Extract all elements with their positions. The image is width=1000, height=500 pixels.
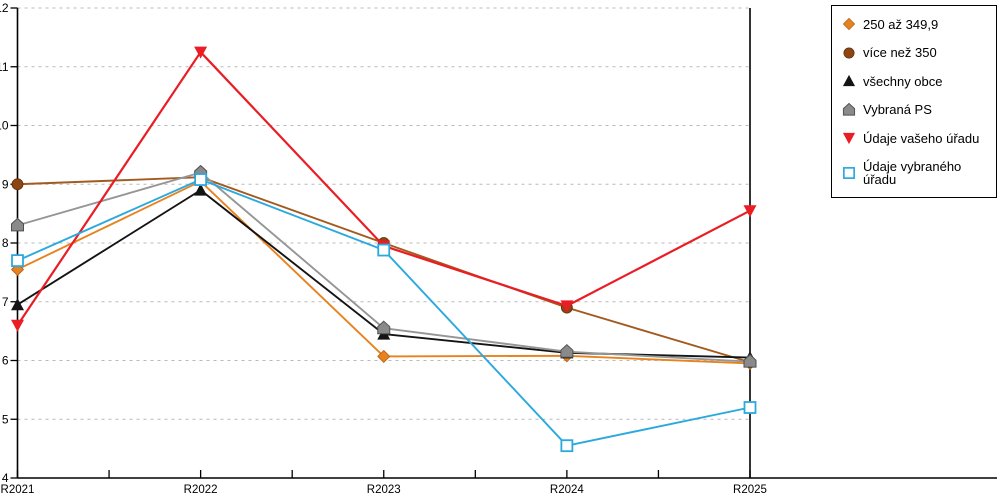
triangle-down-marker	[560, 300, 574, 313]
y-tick-label: 4	[2, 471, 9, 485]
x-tick-label: R2024	[550, 484, 584, 496]
square-open-marker	[11, 254, 24, 268]
legend-item-2: všechny obce	[842, 74, 994, 88]
triangle-up-legend-icon	[842, 75, 856, 87]
x-tick-label: R2023	[367, 484, 401, 496]
triangle-down-marker	[743, 205, 757, 218]
square-open-legend-icon	[843, 166, 855, 179]
y-tick-label: 8	[2, 236, 9, 250]
square-open-marker	[560, 439, 574, 453]
legend-label: Údaje vašeho úřadu	[863, 130, 980, 146]
triangle-down-marker	[11, 319, 24, 332]
legend-label: 250 až 349,9	[863, 16, 939, 32]
house-marker	[560, 344, 574, 358]
legend-item-0: 250 až 349,9	[842, 17, 994, 31]
legend-item-1: více než 350	[842, 46, 994, 60]
square-open-marker	[194, 173, 208, 186]
x-tick-label: R2025	[733, 484, 767, 496]
y-tick-label: 9	[2, 177, 9, 191]
circle-marker	[843, 47, 855, 59]
series-square-open	[11, 173, 757, 453]
legend-label: Vybraná PS	[863, 102, 932, 118]
legend-item-5: Údaje vybraného úřadu	[842, 160, 994, 186]
triangle-up-marker	[11, 298, 24, 311]
square-open-marker	[743, 401, 757, 414]
legend-item-3: Vybraná PS	[842, 102, 994, 118]
legend-label: více než 350	[863, 45, 937, 61]
house-marker	[842, 102, 856, 116]
legend-item-4: Údaje vašeho úřadu	[842, 131, 994, 145]
house-marker	[377, 320, 391, 335]
square-open-marker	[377, 243, 391, 257]
circle-marker	[11, 178, 24, 191]
series-diamond	[10, 174, 757, 371]
triangle-up-marker	[194, 183, 208, 196]
series-triangle-down	[11, 46, 757, 332]
circle-legend-icon	[843, 47, 855, 59]
y-tick-label: 6	[2, 354, 9, 368]
diamond-marker	[377, 349, 391, 363]
series-line	[17, 178, 751, 447]
y-tick-label: 12	[0, 1, 9, 15]
series-triangle-up	[11, 183, 757, 364]
y-tick-label: 11	[0, 60, 9, 74]
y-tick-label: 7	[2, 295, 9, 309]
triangle-down-marker	[842, 133, 856, 145]
triangle-up-marker	[842, 75, 856, 87]
house-marker	[11, 217, 24, 232]
x-tick-label: R2022	[184, 484, 218, 496]
diamond-marker	[842, 18, 856, 31]
y-tick-label: 5	[2, 412, 9, 426]
triangle-down-marker	[194, 46, 208, 59]
triangle-down-legend-icon	[842, 133, 856, 145]
chart-legend: 250 až 349,9 více než 350 všechny obce Vybr…	[831, 5, 997, 198]
diamond-legend-icon	[842, 18, 856, 31]
house-legend-icon	[842, 102, 856, 116]
series-line	[16, 50, 751, 326]
y-tick-label: 10	[0, 119, 9, 133]
square-open-marker	[843, 166, 855, 179]
house-marker	[743, 353, 757, 368]
legend-label: Údaje vybraného úřadu	[863, 158, 962, 187]
x-tick-label: R2021	[1, 484, 35, 496]
legend-label: všechny obce	[863, 73, 943, 89]
